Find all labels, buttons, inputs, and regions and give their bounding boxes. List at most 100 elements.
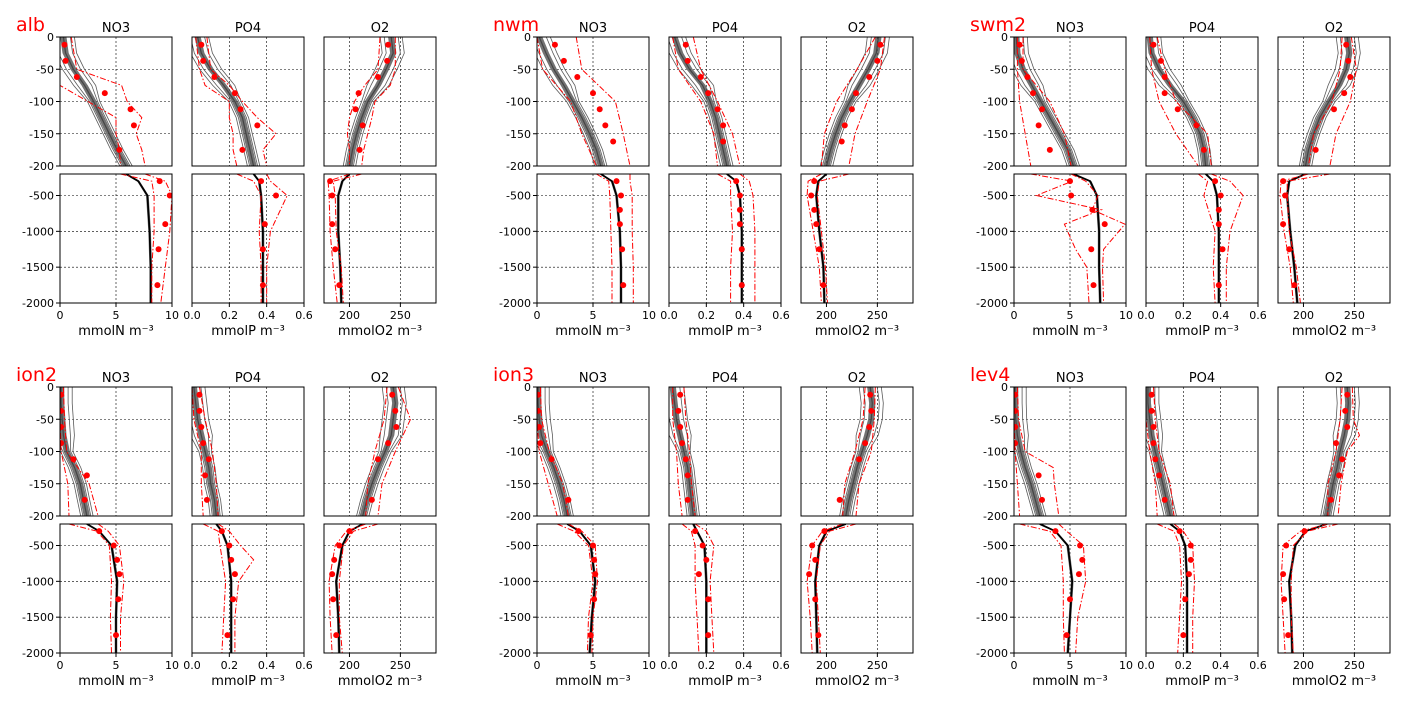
obs-range-line (717, 174, 734, 303)
axes-frame (191, 173, 305, 304)
plot-area (717, 174, 756, 303)
obs-range-line (816, 174, 850, 303)
obs-point (699, 542, 706, 549)
region-label: swm2 (970, 14, 1026, 36)
model-median-line (1205, 174, 1220, 303)
x-axis-label: mmolO2 m⁻³ (815, 324, 899, 339)
y-tick-label: -100 (29, 96, 54, 109)
model-median-line (1326, 387, 1349, 516)
region-label: ion2 (16, 364, 57, 386)
plot-area (669, 387, 700, 516)
obs-range-line (1286, 174, 1330, 303)
obs-point (114, 556, 121, 563)
y-tick-label: -100 (29, 446, 54, 459)
model-envelope (842, 387, 876, 516)
obs-point (359, 122, 366, 129)
obs-point (1285, 632, 1292, 639)
plot-area (1320, 387, 1361, 516)
obs-point (848, 106, 855, 113)
panel-group-ion2: ion2 NO3 0 -50 -100 -150 -200 -500 -1000 -1500 -20… (16, 364, 437, 689)
obs-point (836, 496, 843, 503)
plot-area (557, 524, 599, 653)
x-axis-label: mmolN m⁻³ (1032, 324, 1108, 339)
x-tick-label: 250 (1344, 309, 1365, 322)
x-tick-label: 5 (1067, 659, 1074, 672)
obs-point (856, 456, 863, 463)
y-tick-label: -1000 (22, 225, 54, 238)
model-member-line (681, 37, 732, 166)
model-envelope (60, 37, 130, 166)
obs-range-line (681, 524, 700, 653)
model-envelope (691, 524, 708, 653)
obs-point (166, 192, 172, 199)
subplot-ion2-po4: PO4 0.0 0.2 0.4 0.6 mmolP m⁻³ (183, 371, 313, 689)
y-tick-label: -2000 (22, 647, 54, 660)
obs-point (1281, 596, 1288, 603)
obs-point (1200, 146, 1207, 153)
obs-point (392, 407, 399, 414)
model-member-line (1332, 387, 1360, 516)
obs-point (1052, 528, 1059, 535)
x-tick-label: 0.2 (221, 309, 239, 322)
x-tick-label: 0.0 (1137, 659, 1155, 672)
obs-range-line (144, 174, 172, 303)
axes-lower: 0.0 0.2 0.4 0.6 mmolP m⁻³ (1137, 523, 1267, 689)
model-median-line (600, 174, 622, 303)
model-envelope (823, 37, 882, 166)
obs-point (1068, 192, 1075, 199)
plot-area (806, 524, 857, 653)
obs-point (83, 472, 90, 479)
model-member-line (841, 387, 866, 516)
plot-area (681, 524, 715, 653)
model-member-line (192, 423, 213, 516)
obs-point (1185, 571, 1192, 578)
obs-point (811, 206, 818, 213)
model-median-line (337, 174, 351, 303)
obs-point (1215, 282, 1222, 289)
obs-point (682, 41, 689, 48)
y-tick-label: 0 (1001, 31, 1008, 44)
model-member-line (1309, 37, 1357, 166)
obs-point (385, 440, 392, 447)
obs-point (352, 106, 359, 113)
obs-point (1339, 456, 1346, 463)
obs-point (116, 146, 123, 153)
obs-range-line (365, 387, 388, 516)
obs-point (1077, 542, 1084, 549)
obs-point (196, 407, 203, 414)
axes-lower: 0.0 0.2 0.4 0.6 mmolP m⁻³ (660, 523, 790, 689)
obs-range-line (1156, 37, 1212, 166)
model-envelope (60, 387, 90, 516)
axes-frame (1145, 386, 1259, 517)
model-member-line (683, 387, 700, 516)
obs-point (115, 596, 122, 603)
model-member-line (830, 37, 886, 166)
axes-lower: 0.0 0.2 0.4 0.6 mmolP m⁻³ (183, 523, 313, 689)
obs-point (198, 423, 205, 430)
obs-point (602, 122, 609, 129)
obs-point (862, 440, 869, 447)
model-member-line (204, 387, 223, 516)
y-tick-label: -150 (506, 128, 531, 141)
obs-point (60, 423, 65, 430)
subplot-title: NO3 (102, 371, 130, 386)
y-tick-label: -150 (29, 128, 54, 141)
obs-point (218, 528, 225, 535)
panel-group-ion3: ion3 NO3 0 -50 -100 -150 -200 -500 -1000 -1500 -20… (493, 364, 914, 689)
subplot-alb-o2: O2 200 250 mmolO2 m⁻³ (323, 21, 437, 339)
axes-upper (323, 386, 437, 517)
obs-point (736, 206, 743, 213)
obs-range-line (1019, 524, 1065, 653)
plot-area (328, 524, 379, 653)
plot-area (537, 387, 574, 516)
model-member-line (1014, 443, 1037, 516)
obs-point (548, 456, 555, 463)
axes-frame (800, 173, 914, 304)
obs-point (205, 456, 212, 463)
obs-point (1150, 41, 1157, 48)
y-tick-label: -100 (983, 446, 1008, 459)
